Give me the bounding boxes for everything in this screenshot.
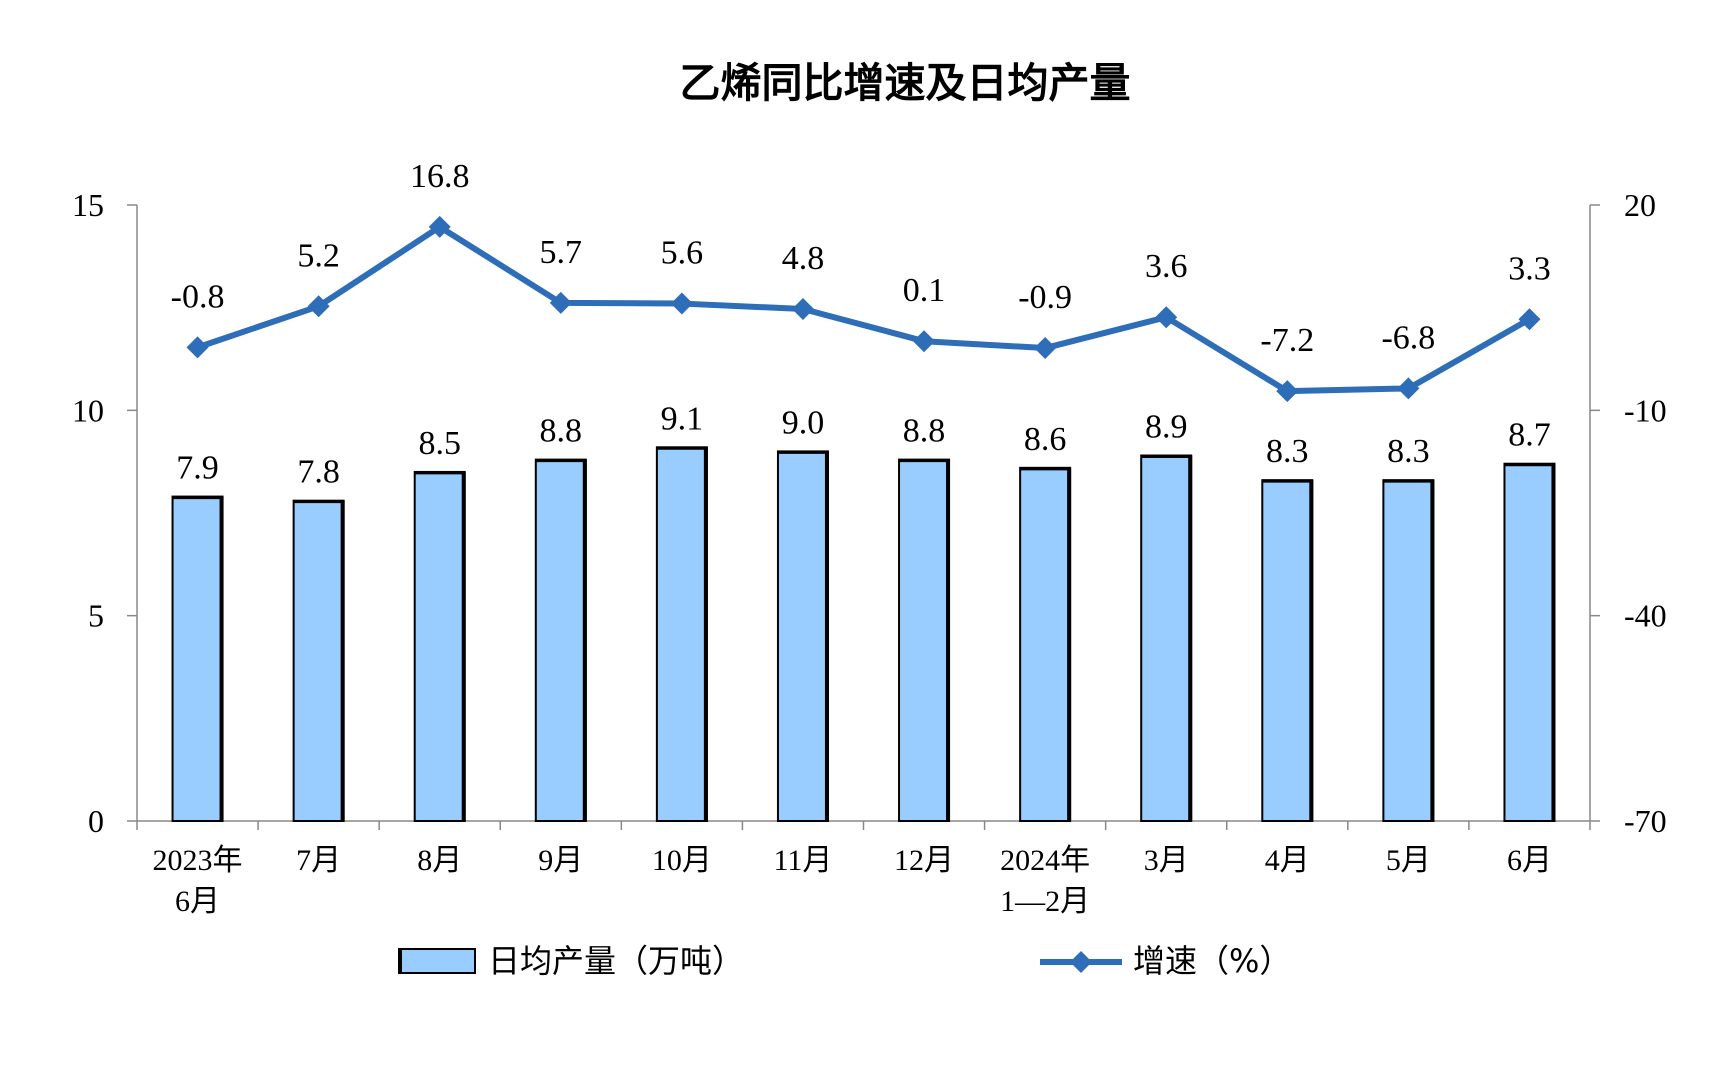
bar-data-label: 8.8 [540, 413, 583, 450]
line-data-label: 5.2 [297, 237, 340, 274]
bar-data-label: 8.8 [903, 413, 946, 450]
line-data-label: 5.7 [540, 234, 583, 271]
legend-line-marker [1070, 951, 1092, 973]
line-point [913, 330, 936, 353]
bar [1503, 462, 1556, 822]
x-tick-label: 9月 [538, 844, 583, 877]
legend: 日均产量（万吨） 增速（%） [398, 942, 1291, 980]
growth-line [196, 223, 1531, 395]
legend-item-line: 增速（%） [1040, 942, 1291, 980]
line-point [791, 298, 814, 321]
line-data-label: -6.8 [1381, 319, 1435, 356]
line-series [186, 215, 1541, 403]
left-tick-label: 10 [72, 392, 104, 428]
line-data-label: -0.9 [1018, 279, 1072, 316]
x-tick-label: 6月 [175, 885, 220, 918]
line-point [1034, 337, 1057, 360]
bar-series [171, 446, 1556, 822]
line-data-label: 3.6 [1145, 248, 1188, 285]
line-point [428, 215, 451, 238]
bar [534, 458, 587, 822]
legend-line-label: 增速（%） [1133, 942, 1291, 980]
bar [776, 450, 829, 822]
line-point [1518, 308, 1541, 331]
bar [413, 470, 466, 822]
bar-data-label: 9.0 [782, 404, 825, 441]
bar [292, 499, 345, 822]
line-data-labels: -0.8 5.2 16.8 5.7 5.6 4.8 0.1 -0.9 3.6 -7.2 -6.8 3.… [171, 158, 1551, 359]
x-tick-label: 8月 [417, 844, 462, 877]
bar-data-label: 9.1 [661, 400, 704, 437]
bar [1140, 454, 1193, 822]
line-data-label: 5.6 [661, 235, 704, 272]
line-point [1276, 380, 1299, 403]
bar-data-label: 7.8 [297, 454, 340, 491]
right-tick-label: -10 [1624, 392, 1667, 428]
line-data-label: 4.8 [782, 240, 825, 277]
x-tick-label: 12月 [894, 844, 954, 877]
x-tick-labels: 2023年 6月 7月 8月 9月 10月 11月 12月 2024年 1—2月 3月 4月 5月 6月 [153, 844, 1552, 918]
axis-ticks: 0 5 10 15 -70 -40 -10 20 [72, 187, 1667, 839]
line-data-label: -7.2 [1260, 322, 1314, 359]
bar-data-label: 8.6 [1024, 421, 1067, 458]
right-tick-label: 20 [1624, 187, 1656, 223]
line-point [186, 336, 209, 359]
bar [1382, 479, 1435, 822]
x-tick-label: 2023年 [153, 844, 243, 877]
line-data-label: -0.8 [171, 278, 225, 315]
bar-data-label: 8.3 [1266, 433, 1309, 470]
right-tick-label: -70 [1624, 803, 1667, 839]
bar-data-label: 8.5 [418, 425, 461, 462]
bar-data-label: 8.9 [1145, 409, 1188, 446]
right-tick-label: -40 [1624, 598, 1667, 634]
x-tick-label: 6月 [1507, 844, 1552, 877]
line-data-label: 3.3 [1508, 250, 1551, 287]
left-tick-label: 15 [72, 187, 104, 223]
bar [1019, 466, 1072, 822]
x-tick-label: 7月 [296, 844, 341, 877]
bar [171, 495, 224, 822]
bar-data-label: 8.3 [1387, 433, 1430, 470]
line-point [670, 292, 693, 315]
x-tick-label: 4月 [1265, 844, 1310, 877]
left-tick-label: 0 [88, 803, 104, 839]
bar [898, 458, 951, 822]
line-data-label: 16.8 [410, 158, 470, 195]
x-tick-label: 1—2月 [1000, 885, 1090, 918]
bar-data-label: 7.9 [176, 450, 219, 487]
line-point [549, 291, 572, 314]
plot-area: 0 5 10 15 -70 -40 -10 20 7.9 7.8 8.5 8.8 9.1 9.0 8.8 8… [72, 158, 1667, 918]
bar-data-label: 8.7 [1508, 417, 1551, 454]
left-tick-label: 5 [88, 598, 104, 634]
bar [655, 446, 708, 822]
x-tick-label: 11月 [774, 844, 833, 877]
x-tick-label: 5月 [1386, 844, 1431, 877]
bar [1261, 479, 1314, 822]
chart-title: 乙烯同比增速及日均产量 [680, 59, 1131, 107]
line-point [1397, 377, 1420, 400]
legend-bar-label: 日均产量（万吨） [488, 942, 744, 980]
bar-data-labels: 7.9 7.8 8.5 8.8 9.1 9.0 8.8 8.6 8.9 8.3 8.3 8.7 [176, 400, 1550, 490]
line-point [1155, 306, 1178, 329]
line-point [307, 295, 330, 318]
x-tick-label: 3月 [1144, 844, 1189, 877]
x-tick-label: 2024年 [1000, 844, 1090, 877]
legend-item-bar: 日均产量（万吨） [398, 942, 744, 980]
line-data-label: 0.1 [903, 272, 946, 309]
x-tick-label: 10月 [652, 844, 712, 877]
legend-bar-swatch [398, 948, 476, 974]
